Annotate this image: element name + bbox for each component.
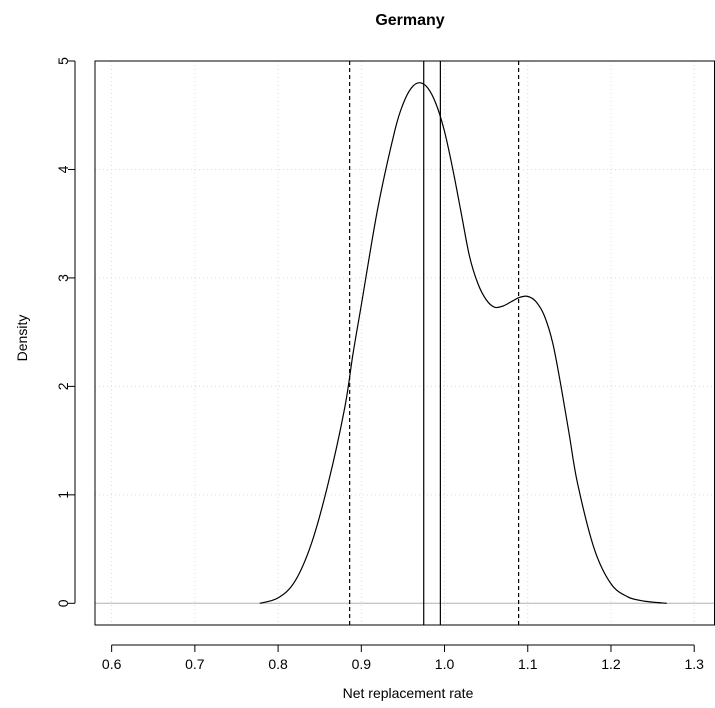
y-tick-label-3: 3: [55, 274, 71, 282]
x-tick-label-1: 0.7: [185, 656, 205, 672]
x-tick-label-2: 0.8: [268, 656, 288, 672]
density-curve-0: [259, 82, 667, 604]
plot-frame: [94, 60, 715, 626]
series-layer: [259, 82, 667, 604]
x-tick-label-7: 1.3: [684, 656, 704, 672]
x-tick-label-6: 1.2: [601, 656, 621, 672]
y-tick-label-5: 5: [55, 57, 71, 65]
y-tick-label-0: 0: [55, 599, 71, 607]
chart-title: Germany: [375, 12, 444, 29]
grid-layer: [95, 60, 715, 625]
x-axis-label: Net replacement rate: [343, 685, 474, 701]
axes-layer: 0.6 0.7 0.8 0.9 1.0 1.1 1.2 1.3 0 1 2 3 4 5: [55, 57, 715, 672]
y-tick-label-4: 4: [55, 165, 71, 173]
vertical-lines-layer: [349, 61, 520, 625]
y-tick-label-1: 1: [55, 491, 71, 499]
x-tick-label-4: 1.0: [435, 656, 455, 672]
x-tick-label-0: 0.6: [102, 656, 122, 672]
y-tick-label-2: 2: [55, 382, 71, 390]
x-tick-label-3: 0.9: [352, 656, 372, 672]
y-axis-label: Density: [14, 315, 30, 362]
x-tick-label-5: 1.1: [518, 656, 538, 672]
